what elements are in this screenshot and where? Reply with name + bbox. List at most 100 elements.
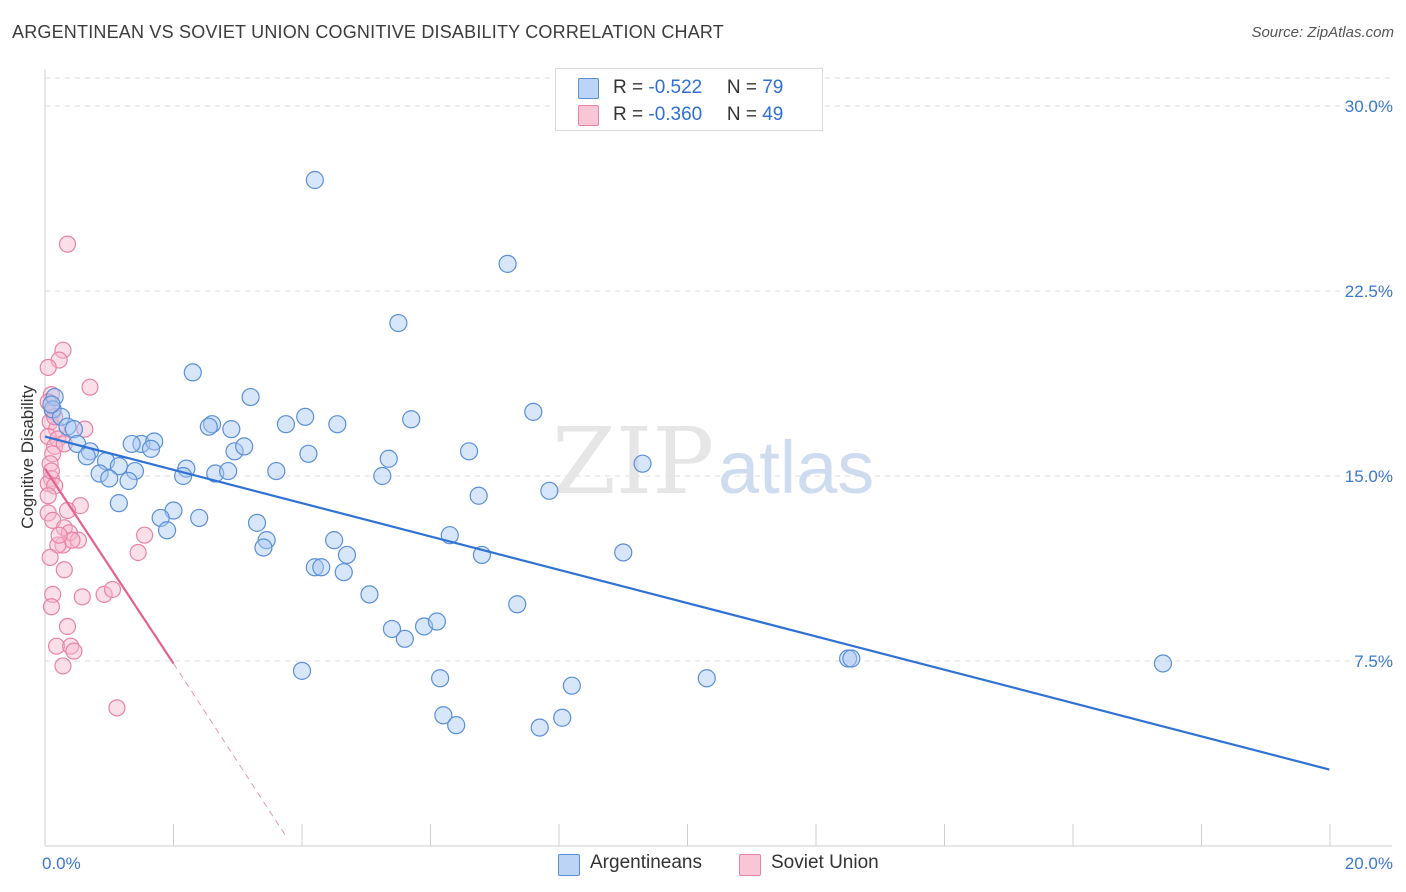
soviet-union-point xyxy=(69,531,88,549)
soviet-union-point xyxy=(58,617,77,636)
soviet-union-point xyxy=(39,358,57,377)
x-tick-label-min: 0.0% xyxy=(42,854,81,873)
argentineans-point xyxy=(402,410,421,429)
argentineans-point xyxy=(235,437,254,456)
soviet-union-point xyxy=(108,699,126,717)
soviet-union-point xyxy=(58,235,77,253)
soviet-union-point xyxy=(39,487,57,505)
legend-r-label-blue: R = xyxy=(613,77,649,98)
y-tick-label: 22.5% xyxy=(1345,282,1393,301)
bottom-legend-swatch-pink xyxy=(739,854,761,876)
argentineans-point xyxy=(141,439,161,458)
argentineans-point xyxy=(498,254,517,273)
soviet-union-trend-line xyxy=(44,467,175,665)
watermark-atlas: atlas xyxy=(718,426,874,509)
soviet-union-point xyxy=(135,526,154,544)
soviet-union-points xyxy=(39,235,154,717)
soviet-union-point xyxy=(50,526,68,544)
argentineans-point xyxy=(202,415,222,434)
argentineans-point xyxy=(434,706,453,725)
legend-r-label-pink: R = xyxy=(613,104,649,125)
legend-r-value-pink: -0.360 xyxy=(648,104,703,125)
soviet-union-point xyxy=(81,378,99,396)
watermark-zip: ZIP xyxy=(552,408,714,515)
bottom-legend-label-argentineans: Argentineans xyxy=(590,852,702,873)
tick-labels: 7.5% 15.0% 22.5% 30.0% 0.0% 20.0% xyxy=(42,97,1393,873)
argentineans-point xyxy=(325,531,344,550)
argentineans-point xyxy=(299,444,318,463)
argentineans-point xyxy=(296,407,315,426)
argentineans-point xyxy=(1153,654,1173,673)
argentineans-point xyxy=(524,402,543,421)
soviet-union-point xyxy=(55,561,73,579)
argentineans-point xyxy=(508,595,527,614)
argentineans-point xyxy=(276,415,296,434)
argentineans-point xyxy=(219,461,238,481)
source-credit: Source: ZipAtlas.com xyxy=(1251,24,1394,41)
soviet-union-point xyxy=(62,637,80,655)
soviet-union-point xyxy=(47,637,66,655)
argentineans-point xyxy=(633,454,652,473)
soviet-union-point xyxy=(103,580,122,599)
soviet-union-point xyxy=(41,548,59,567)
argentineans-point xyxy=(697,669,716,688)
argentineans-point xyxy=(389,313,408,333)
argentineans-point xyxy=(469,486,488,505)
soviet-union-point xyxy=(65,642,83,660)
argentineans-point xyxy=(431,669,450,688)
legend-n-value-pink: 49 xyxy=(762,104,784,125)
argentineans-point xyxy=(530,718,549,737)
soviet-union-point xyxy=(54,657,72,675)
y-tick-label: 15.0% xyxy=(1345,467,1393,486)
soviet-union-point xyxy=(73,588,91,606)
argentineans-point xyxy=(292,661,312,680)
bottom-legend-swatch-blue xyxy=(558,854,580,876)
argentineans-point xyxy=(379,449,398,468)
argentineans-point xyxy=(125,461,145,481)
argentineans-point xyxy=(553,708,572,727)
argentineans-point xyxy=(842,649,861,668)
soviet-union-point xyxy=(71,497,89,515)
grid-lines xyxy=(45,77,1392,662)
soviet-union-point xyxy=(129,543,147,562)
soviet-union-point xyxy=(44,445,62,463)
argentineans-point xyxy=(77,447,96,466)
argentineans-point xyxy=(447,716,466,735)
argentineans-point xyxy=(305,558,324,577)
argentineans-point xyxy=(337,545,357,565)
argentineans-point xyxy=(122,434,141,454)
argentineans-point xyxy=(241,387,260,407)
legend-swatch-pink xyxy=(578,105,599,126)
argentineans-point xyxy=(90,464,109,483)
y-tick-label: 7.5% xyxy=(1354,652,1393,671)
legend-r-value-blue: -0.522 xyxy=(648,77,703,98)
soviet-union-point xyxy=(42,598,61,616)
argentineans-point xyxy=(247,513,267,532)
argentineans-point xyxy=(51,407,71,426)
argentineans-point xyxy=(222,420,241,439)
argentineans-point xyxy=(119,471,138,491)
y-axis-label: Cognitive Disability xyxy=(18,385,37,529)
argentineans-point xyxy=(360,585,379,604)
argentineans-point xyxy=(109,494,128,513)
argentineans-point xyxy=(64,420,84,439)
argentineans-point xyxy=(427,612,447,631)
argentineans-point xyxy=(267,461,286,481)
argentineans-point xyxy=(312,558,331,577)
argentineans-point xyxy=(382,619,402,639)
soviet-union-point xyxy=(95,585,113,604)
soviet-union-point xyxy=(44,585,62,604)
argentineans-point xyxy=(42,395,61,414)
legend-swatch-blue xyxy=(578,78,599,99)
argentineans-point xyxy=(395,629,414,648)
argentineans-point xyxy=(305,170,324,190)
bottom-legend-label-soviet-union: Soviet Union xyxy=(771,852,879,873)
argentineans-point xyxy=(190,508,209,528)
x-tick-label-max: 20.0% xyxy=(1345,854,1393,873)
soviet-union-trend-extension xyxy=(173,663,287,837)
argentineans-point xyxy=(328,415,347,434)
argentineans-point xyxy=(614,543,633,562)
argentineans-point xyxy=(100,469,119,488)
chart-title: ARGENTINEAN VS SOVIET UNION COGNITIVE DI… xyxy=(12,22,724,42)
